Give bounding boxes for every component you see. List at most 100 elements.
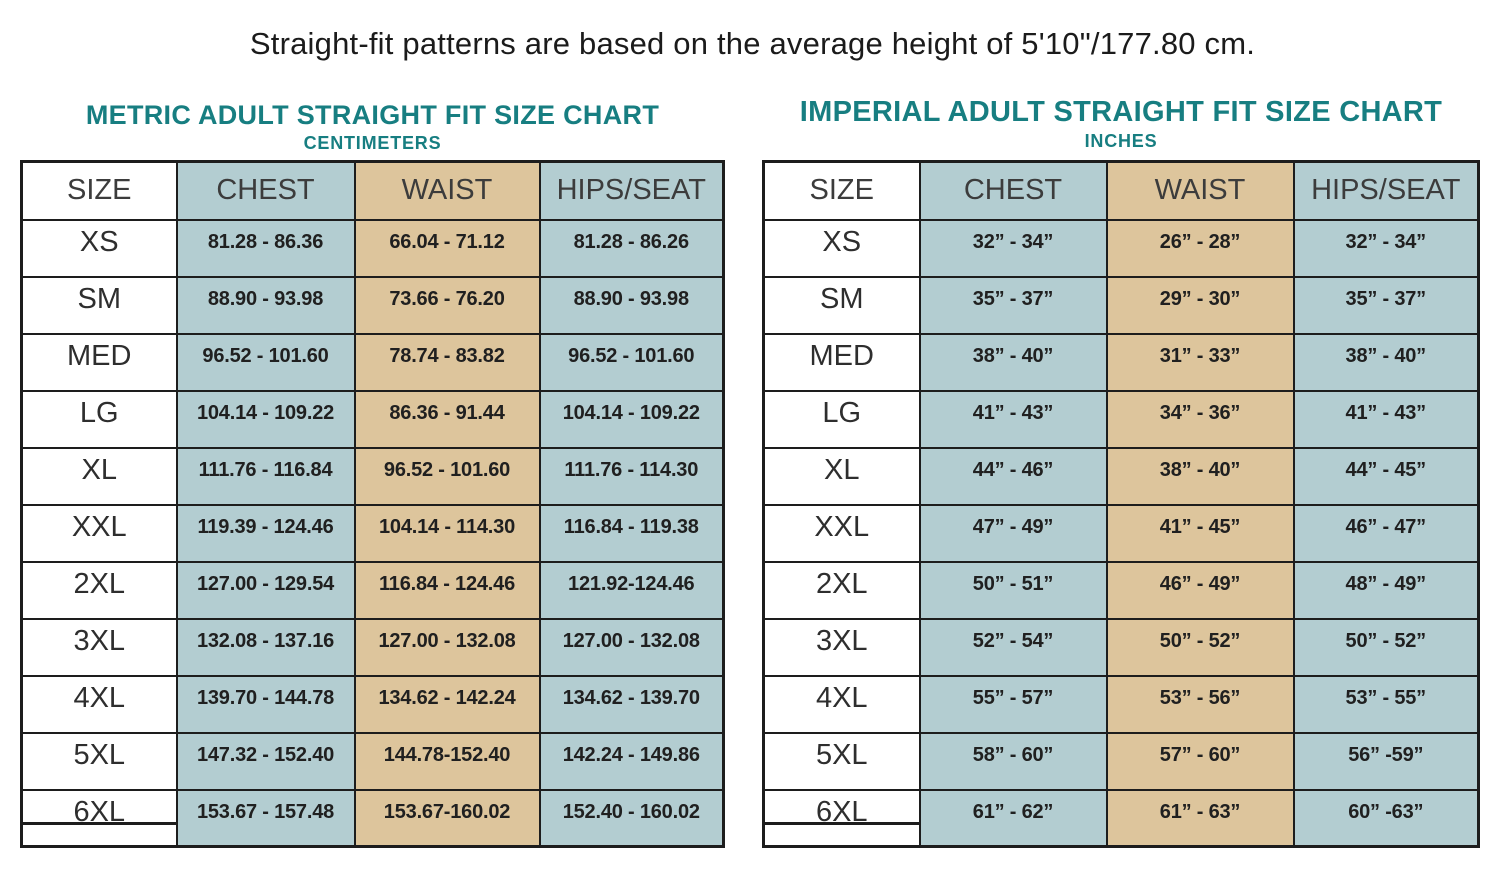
column-header-size: SIZE <box>762 160 921 221</box>
waist-value-cell: 153.67-160.02 <box>353 788 541 848</box>
size-cell: 5XL <box>762 731 921 791</box>
table-row: XXL 119.39 - 124.46 104.14 - 114.30 116.84 … <box>20 503 725 563</box>
chest-value-cell: 58” - 60” <box>918 731 1108 791</box>
column-header-size: SIZE <box>20 160 178 221</box>
hips-seat-value-cell: 96.52 - 101.60 <box>538 332 725 392</box>
waist-value-cell: 29” - 30” <box>1105 275 1295 335</box>
chest-value-cell: 81.28 - 86.36 <box>175 218 356 278</box>
table-row: 4XL 55” - 57” 53” - 56” 53” - 55” <box>762 674 1480 734</box>
table-row: XXL 47” - 49” 41” - 45” 46” - 47” <box>762 503 1480 563</box>
hips-seat-value-cell: 81.28 - 86.26 <box>538 218 725 278</box>
size-cell: 2XL <box>762 560 921 620</box>
chest-value-cell: 132.08 - 137.16 <box>175 617 356 677</box>
table-row: 6XL 61” - 62” 61” - 63” 60” -63” <box>762 788 1480 848</box>
metric-chart-title: METRIC ADULT STRAIGHT FIT SIZE CHART <box>85 100 660 130</box>
hips-seat-value-cell: 134.62 - 139.70 <box>538 674 725 734</box>
size-cell: XXL <box>20 503 178 563</box>
size-cell: LG <box>762 389 921 449</box>
table-row: XS 81.28 - 86.36 66.04 - 71.12 81.28 - 86.2… <box>20 218 725 278</box>
hips-seat-value-cell: 121.92-124.46 <box>538 560 725 620</box>
table-row: MED 96.52 - 101.60 78.74 - 83.82 96.52 - 10… <box>20 332 725 392</box>
size-cell: LG <box>20 389 178 449</box>
table-row: SM 88.90 - 93.98 73.66 - 76.20 88.90 - 93.9… <box>20 275 725 335</box>
table-row: XS 32” - 34” 26” - 28” 32” - 34” <box>762 218 1480 278</box>
table-row: 2XL 50” - 51” 46” - 49” 48” - 49” <box>762 560 1480 620</box>
hips-seat-value-cell: 41” - 43” <box>1292 389 1480 449</box>
chest-value-cell: 47” - 49” <box>918 503 1108 563</box>
waist-value-cell: 104.14 - 114.30 <box>353 503 541 563</box>
chest-value-cell: 139.70 - 144.78 <box>175 674 356 734</box>
waist-value-cell: 26” - 28” <box>1105 218 1295 278</box>
waist-value-cell: 96.52 - 101.60 <box>353 446 541 506</box>
waist-value-cell: 34” - 36” <box>1105 389 1295 449</box>
table-row: SM 35” - 37” 29” - 30” 35” - 37” <box>762 275 1480 335</box>
waist-value-cell: 134.62 - 142.24 <box>353 674 541 734</box>
table-row: 5XL 147.32 - 152.40 144.78-152.40 142.24 - … <box>20 731 725 791</box>
column-header-waist: WAIST <box>1105 160 1295 221</box>
waist-value-cell: 31” - 33” <box>1105 332 1295 392</box>
metric-size-table: SIZE CHEST WAIST HIPS/SEAT XS 81.28 - 86.36 66… <box>20 160 725 848</box>
waist-value-cell: 116.84 - 124.46 <box>353 560 541 620</box>
waist-value-cell: 46” - 49” <box>1105 560 1295 620</box>
chest-value-cell: 96.52 - 101.60 <box>175 332 356 392</box>
size-cell: 4XL <box>20 674 178 734</box>
size-cell: 5XL <box>20 731 178 791</box>
chest-value-cell: 111.76 - 116.84 <box>175 446 356 506</box>
column-header-chest: CHEST <box>175 160 356 221</box>
size-cell: 6XL <box>20 788 178 848</box>
hips-seat-value-cell: 60” -63” <box>1292 788 1480 848</box>
size-cell: 6XL <box>762 788 921 848</box>
waist-value-cell: 50” - 52” <box>1105 617 1295 677</box>
table-row: LG 104.14 - 109.22 86.36 - 91.44 104.14 - 1… <box>20 389 725 449</box>
hips-seat-value-cell: 38” - 40” <box>1292 332 1480 392</box>
waist-value-cell: 41” - 45” <box>1105 503 1295 563</box>
waist-value-cell: 73.66 - 76.20 <box>353 275 541 335</box>
header-row: SIZE CHEST WAIST HIPS/SEAT <box>762 160 1480 221</box>
size-cell: XS <box>762 218 921 278</box>
chest-value-cell: 38” - 40” <box>918 332 1108 392</box>
imperial-size-table: SIZE CHEST WAIST HIPS/SEAT XS 32” - 34” 26” - … <box>762 160 1480 848</box>
metric-chart-subtitle: CENTIMETERS <box>303 133 442 153</box>
table-row: XL 44” - 46” 38” - 40” 44” - 45” <box>762 446 1480 506</box>
waist-value-cell: 66.04 - 71.12 <box>353 218 541 278</box>
waist-value-cell: 144.78-152.40 <box>353 731 541 791</box>
waist-value-cell: 38” - 40” <box>1105 446 1295 506</box>
chest-value-cell: 119.39 - 124.46 <box>175 503 356 563</box>
waist-value-cell: 53” - 56” <box>1105 674 1295 734</box>
table-row: 5XL 58” - 60” 57” - 60” 56” -59” <box>762 731 1480 791</box>
hips-seat-value-cell: 35” - 37” <box>1292 275 1480 335</box>
size-cell: 3XL <box>20 617 178 677</box>
hips-seat-value-cell: 127.00 - 132.08 <box>538 617 725 677</box>
size-cell: MED <box>20 332 178 392</box>
waist-value-cell: 86.36 - 91.44 <box>353 389 541 449</box>
chest-value-cell: 35” - 37” <box>918 275 1108 335</box>
imperial-chart-title: IMPERIAL ADULT STRAIGHT FIT SIZE CHART <box>799 96 1443 128</box>
size-cell: XXL <box>762 503 921 563</box>
hips-seat-value-cell: 104.14 - 109.22 <box>538 389 725 449</box>
column-header-hips-seat: HIPS/SEAT <box>538 160 725 221</box>
page-title: Straight-fit patterns are based on the a… <box>249 26 1256 61</box>
table-row: MED 38” - 40” 31” - 33” 38” - 40” <box>762 332 1480 392</box>
table-row: 3XL 52” - 54” 50” - 52” 50” - 52” <box>762 617 1480 677</box>
size-cell: 3XL <box>762 617 921 677</box>
chest-value-cell: 104.14 - 109.22 <box>175 389 356 449</box>
table-row: 3XL 132.08 - 137.16 127.00 - 132.08 127.00 … <box>20 617 725 677</box>
hips-seat-value-cell: 48” - 49” <box>1292 560 1480 620</box>
column-header-chest: CHEST <box>918 160 1108 221</box>
table-row: 6XL 153.67 - 157.48 153.67-160.02 152.40 - … <box>20 788 725 848</box>
chest-value-cell: 127.00 - 129.54 <box>175 560 356 620</box>
hips-seat-value-cell: 88.90 - 93.98 <box>538 275 725 335</box>
table-row: 2XL 127.00 - 129.54 116.84 - 124.46 121.92-… <box>20 560 725 620</box>
hips-seat-value-cell: 44” - 45” <box>1292 446 1480 506</box>
column-header-waist: WAIST <box>353 160 541 221</box>
waist-value-cell: 78.74 - 83.82 <box>353 332 541 392</box>
size-cell: MED <box>762 332 921 392</box>
imperial-size-chart: IMPERIAL ADULT STRAIGHT FIT SIZE CHART I… <box>762 94 1480 848</box>
size-cell: 4XL <box>762 674 921 734</box>
column-header-hips-seat: HIPS/SEAT <box>1292 160 1480 221</box>
size-cell: XS <box>20 218 178 278</box>
chest-value-cell: 41” - 43” <box>918 389 1108 449</box>
hips-seat-value-cell: 56” -59” <box>1292 731 1480 791</box>
hips-seat-value-cell: 111.76 - 114.30 <box>538 446 725 506</box>
table-row: 4XL 139.70 - 144.78 134.62 - 142.24 134.62 … <box>20 674 725 734</box>
